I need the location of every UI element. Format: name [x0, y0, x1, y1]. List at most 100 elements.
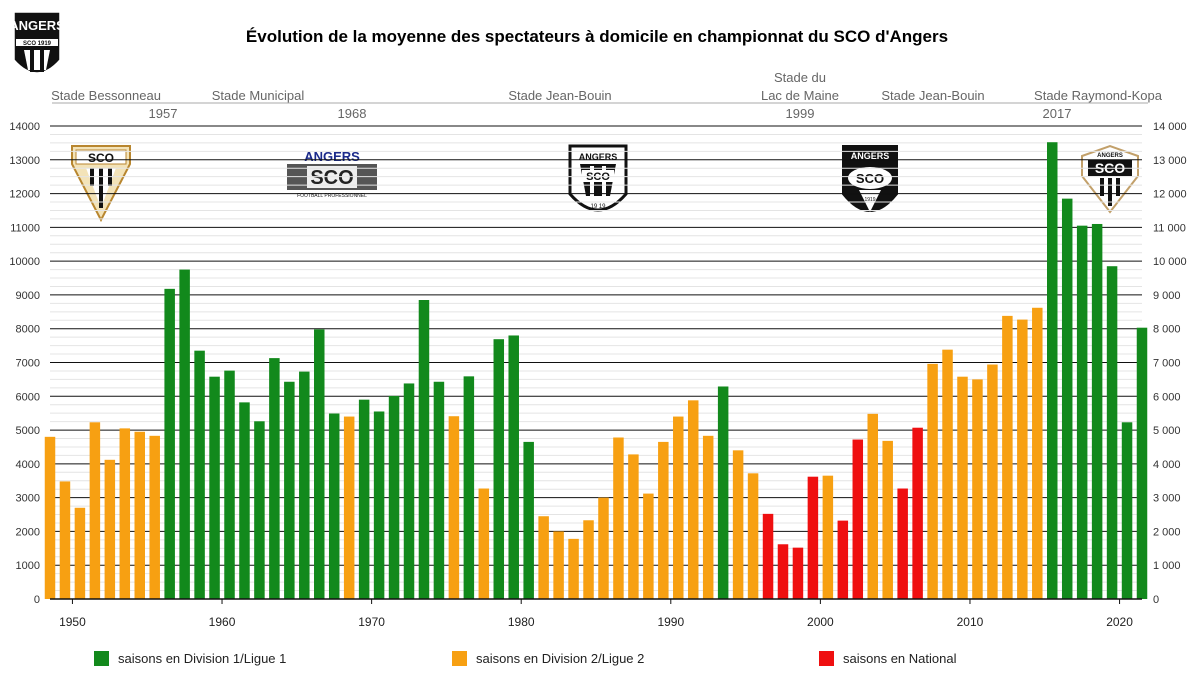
y-tick-label-left: 7000 [16, 358, 40, 370]
stadium-year: 1968 [338, 106, 367, 121]
legend-label-ligue2: saisons en Division 2/Ligue 2 [476, 651, 644, 666]
y-tick-label-right: 7 000 [1153, 358, 1181, 370]
bar-1961 [224, 370, 235, 599]
bar-2005 [882, 440, 893, 599]
y-tick-label-left: 0 [34, 594, 40, 606]
y-tick-label-left: 3000 [16, 493, 40, 505]
bar-2002 [837, 520, 849, 599]
bar-1959 [194, 350, 205, 599]
stadium-name: Stade Bessonneau [51, 88, 161, 103]
crest-1-logo: SCO [71, 145, 131, 223]
y-tick-label-right: 11 000 [1153, 222, 1186, 234]
bar-1985 [583, 520, 594, 599]
bar-1963 [254, 421, 265, 599]
y-tick-label-right: 8 000 [1153, 324, 1181, 336]
bar-1971 [373, 411, 385, 599]
bar-2016 [1047, 142, 1058, 599]
bar-1958 [179, 269, 190, 599]
bar-1967 [314, 329, 325, 599]
legend-swatch-ligue1 [94, 651, 109, 666]
legend-swatch-national [819, 651, 834, 666]
y-tick-label-right: 4 000 [1153, 459, 1181, 471]
bar-1979 [493, 339, 505, 599]
stadium-year: 1999 [786, 106, 815, 121]
club-logo-top-text: ANGERS [9, 18, 65, 33]
y-tick-label-right: 10 000 [1153, 256, 1187, 268]
bar-1996 [747, 473, 759, 599]
bar-1962 [239, 402, 250, 599]
stadium-year: 2017 [1043, 106, 1072, 121]
legend: saisons en Division 1/Ligue 1 saisons en … [94, 651, 957, 666]
bar-2018 [1076, 225, 1088, 600]
crest-2-main-text: SCO [310, 167, 353, 189]
bar-2007 [912, 427, 923, 599]
bar-1983 [553, 531, 564, 599]
bar-1968 [328, 413, 340, 599]
crest-3-top-text: ANGERS [579, 152, 618, 162]
x-tick-label: 1950 [59, 615, 86, 629]
stadium-logos: SCO ANGERS SCO FOOTBALL PROFESSIONNEL ANGERS… [71, 144, 1139, 223]
crest-2-bottom-text: FOOTBALL PROFESSIONNEL [297, 193, 367, 199]
stadium-name: Stade du [774, 70, 826, 85]
x-tick-label: 2000 [807, 615, 834, 629]
bar-1972 [388, 395, 400, 599]
legend-swatch-ligue2 [452, 651, 467, 666]
crest-3-bottom-text: 19 19 [590, 204, 606, 210]
x-tick-label: 1980 [508, 615, 535, 629]
bar-2010 [957, 376, 968, 599]
club-logo: ANGERS SCO 1919 [9, 11, 65, 74]
bar-2000 [807, 476, 819, 599]
bar-1988 [628, 454, 639, 599]
x-tick-label: 2020 [1106, 615, 1133, 629]
bar-1965 [284, 381, 295, 599]
bar-2013 [1002, 315, 1013, 599]
bar-1973 [403, 383, 415, 599]
bar-1949 [44, 436, 56, 599]
y-tick-label-left: 13000 [9, 155, 40, 167]
bar-1966 [299, 371, 310, 599]
y-tick-label-right: 1 000 [1153, 560, 1181, 572]
bar-2017 [1061, 198, 1073, 599]
crest-1-text: SCO [88, 151, 114, 165]
bar-1995 [732, 450, 744, 599]
bar-1984 [568, 538, 579, 599]
y-tick-label-left: 14000 [9, 121, 40, 133]
y-tick-label-right: 9 000 [1153, 290, 1181, 302]
y-tick-label-left: 1000 [16, 560, 40, 572]
club-logo-band-text: SCO 1919 [23, 41, 52, 47]
bar-2012 [987, 364, 998, 599]
bar-1960 [209, 376, 220, 599]
y-tick-label-left: 4000 [16, 459, 40, 471]
bar-2004 [867, 413, 878, 599]
y-tick-label-right: 6 000 [1153, 391, 1181, 403]
bar-2008 [927, 363, 938, 599]
y-tick-label-right: 3 000 [1153, 493, 1181, 505]
bar-1954 [119, 428, 131, 599]
stadium-labels: Stade Bessonneau 1957 Stade Municipal 1968 S… [51, 70, 1163, 121]
bar-1982 [538, 516, 549, 599]
y-tick-label-right: 2 000 [1153, 526, 1181, 538]
x-tick-label: 1990 [657, 615, 684, 629]
x-tick-label: 1970 [358, 615, 385, 629]
bar-1970 [358, 399, 370, 599]
bar-1957 [164, 288, 175, 599]
bar-2009 [942, 349, 953, 599]
stadium-year: 1957 [149, 106, 178, 121]
crest-4-main-text: SCO [856, 171, 884, 186]
y-axis-left: 0 1000 2000 3000 4000 5000 6000 7000 8000 9000 100… [9, 121, 40, 606]
bar-2011 [972, 379, 983, 599]
bar-1955 [134, 431, 145, 599]
y-axis-right: 0 1 000 2 000 3 000 4 000 5 000 6 000 7 000 8 00… [1153, 121, 1187, 606]
stadium-name: Lac de Maine [761, 88, 839, 103]
bar-1990 [658, 441, 669, 599]
bar-1991 [673, 416, 684, 599]
bars [44, 142, 1148, 600]
bar-1953 [104, 459, 116, 599]
stadium-name: Stade Raymond-Kopa [1034, 88, 1163, 103]
y-tick-label-left: 10000 [9, 256, 40, 268]
crest-5-top-text: ANGERS [1097, 153, 1123, 159]
bar-2021 [1121, 422, 1133, 599]
